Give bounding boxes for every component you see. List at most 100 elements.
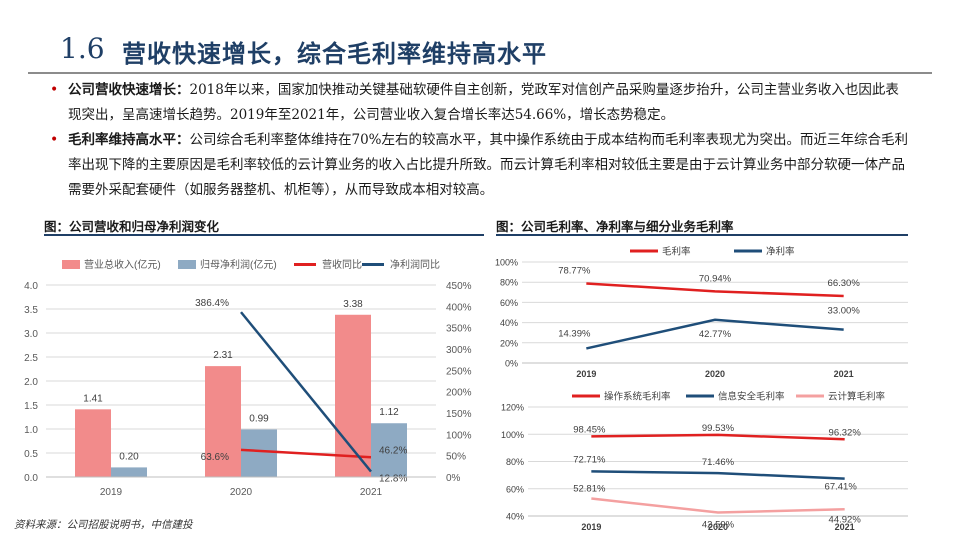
line-value-label: 44.92%	[829, 514, 862, 525]
left-chart-title: 图：公司营收和归母净利润变化	[44, 219, 220, 234]
bar	[335, 314, 371, 477]
left-chart-divider	[44, 234, 484, 236]
line-value-label: 42.77%	[699, 329, 732, 340]
bullet-text: 公司综合毛利率整体维持在70%左右的较高水平，其中操作系统由于成本结构而毛利率表…	[68, 132, 909, 198]
line-value-label: 52.81%	[573, 484, 606, 495]
series-line	[591, 470, 845, 480]
line-value-label: 33.00%	[828, 306, 861, 317]
revenue-profit-chart: 0.0 0.5 1.0 1.5 2.0 2.5 3.0 3.5 4.0 0% 50% 100% 150%…	[24, 258, 472, 498]
y-tick-label: 120%	[501, 403, 524, 413]
x-tick-label: 2020	[230, 487, 253, 498]
bar	[241, 429, 277, 477]
y-tick-label: 0.5	[24, 449, 38, 460]
y2-tick-label: 150%	[446, 409, 472, 420]
y2-tick-label: 200%	[446, 388, 472, 399]
x-tick-label: 2020	[705, 369, 725, 379]
segment-margin-chart: 40% 60% 80% 100% 120% 2019 2020 2021 98.45% 99.53…	[501, 391, 908, 532]
line-value-label: 99.53%	[702, 423, 735, 434]
right-chart-title: 图：公司毛利率、净利率与细分业务毛利率	[496, 219, 734, 234]
bar-value-label: 3.38	[343, 299, 363, 310]
y-tick-label: 100%	[501, 430, 524, 440]
line-value-label: 66.30%	[828, 278, 861, 289]
line-value-label: 96.32%	[829, 427, 862, 438]
bar-value-label: 1.41	[83, 393, 103, 404]
bullet-dot-icon: •	[50, 82, 59, 98]
line-value-label: 386.4%	[195, 298, 229, 309]
y-tick-label: 60%	[506, 484, 524, 494]
series-line	[586, 318, 844, 350]
bullet-text: 2018年以来，国家加快推动关键基础软硬件自主创新，党政军对信创产品采购量逐步抬…	[68, 82, 899, 123]
bar	[205, 366, 241, 477]
line-value-label: 67.41%	[825, 482, 858, 493]
x-tick-label: 2021	[360, 487, 383, 498]
y-tick-label: 4.0	[24, 281, 38, 292]
bullet-lead: 公司营收快速增长：	[68, 82, 190, 98]
y2-tick-label: 300%	[446, 345, 472, 356]
y-tick-label: 80%	[500, 278, 518, 288]
y-tick-label: 60%	[500, 298, 518, 308]
bar	[371, 423, 407, 477]
series-line	[240, 311, 372, 473]
line-value-label: 72.71%	[573, 454, 606, 465]
line-value-label: 70.94%	[699, 273, 732, 284]
slide-title: 营收快速增长，综合毛利率维持高水平	[122, 40, 547, 68]
bar-value-label: 2.31	[213, 350, 233, 361]
section-number: 1.6	[60, 32, 105, 65]
x-tick-label: 2021	[834, 369, 854, 379]
bullet-lead: 毛利率维持高水平：	[68, 132, 190, 148]
legend-label: 操作系统毛利率	[604, 391, 671, 403]
legend-label: 营业总收入(亿元)	[84, 258, 161, 271]
legend-label: 净利润同比	[390, 258, 440, 271]
legend-label: 归母净利润(亿元)	[200, 258, 277, 271]
series-line	[240, 448, 372, 459]
line-value-label: 46.2%	[379, 445, 407, 456]
y-tick-label: 3.5	[24, 305, 38, 316]
bullet-item: • 毛利率维持高水平：公司综合毛利率整体维持在70%左右的较高水平，其中操作系统…	[50, 128, 910, 203]
y-tick-label: 80%	[506, 457, 524, 467]
y-tick-label: 1.0	[24, 425, 38, 436]
bar-value-label: 1.12	[379, 407, 399, 418]
y-tick-label: 0%	[505, 359, 518, 369]
series-line	[586, 282, 844, 298]
y2-tick-label: 350%	[446, 324, 472, 335]
y-tick-label: 20%	[500, 338, 518, 348]
x-tick-label: 2020	[708, 522, 728, 532]
title-divider	[28, 72, 932, 74]
x-tick-label: 2019	[581, 522, 601, 532]
legend-label: 营收同比	[322, 258, 362, 271]
bullet-item: • 公司营收快速增长：2018年以来，国家加快推动关键基础软硬件自主创新，党政军…	[50, 78, 910, 128]
line-value-label: 78.77%	[558, 265, 591, 276]
legend-swatch	[62, 260, 80, 269]
y2-tick-label: 0%	[446, 473, 461, 484]
y2-tick-label: 400%	[446, 302, 472, 313]
y-tick-label: 100%	[495, 258, 518, 268]
title-bar: 1.6 营收快速增长，综合毛利率维持高水平	[28, 26, 928, 74]
y2-tick-label: 100%	[446, 430, 472, 441]
source-note: 资料来源：公司招股说明书，中信建投	[14, 519, 193, 531]
y-tick-label: 0.0	[24, 473, 38, 484]
legend-swatch	[178, 260, 196, 269]
y-tick-label: 40%	[500, 318, 518, 328]
y-tick-label: 2.0	[24, 377, 38, 388]
legend-label: 信息安全毛利率	[718, 391, 785, 403]
y2-tick-label: 50%	[446, 452, 466, 463]
legend-label: 毛利率	[662, 246, 691, 258]
bar	[111, 467, 147, 477]
series-line	[591, 433, 845, 441]
y2-tick-label: 450%	[446, 281, 472, 292]
x-tick-label: 2019	[576, 369, 596, 379]
x-tick-label: 2019	[100, 487, 123, 498]
line-value-label: 14.39%	[558, 328, 591, 339]
x-tick-label: 2021	[835, 522, 855, 532]
right-chart-divider	[496, 234, 908, 236]
bullet-dot-icon: •	[50, 132, 59, 148]
line-value-label: 42.59%	[702, 519, 735, 530]
y-tick-label: 2.5	[24, 353, 38, 364]
line-value-label: 98.45%	[573, 424, 606, 435]
line-value-label: 71.46%	[702, 457, 735, 468]
line-value-label: 12.8%	[379, 474, 407, 485]
bar	[75, 409, 111, 477]
bar-value-label: 0.20	[119, 451, 139, 462]
y-tick-label: 1.5	[24, 401, 38, 412]
y-tick-label: 3.0	[24, 329, 38, 340]
